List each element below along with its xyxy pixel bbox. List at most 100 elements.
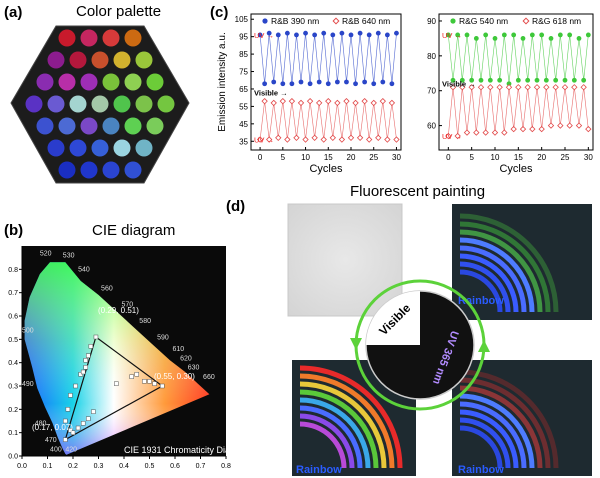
rainbow-bottom-right	[459, 369, 559, 469]
palette-dot	[80, 161, 98, 179]
series-point	[279, 98, 286, 105]
series-point	[459, 84, 466, 91]
cie-y-tick-label: 0.3	[8, 384, 18, 391]
series-point	[561, 84, 569, 91]
series-point	[321, 30, 327, 36]
series-point	[501, 129, 508, 136]
legend-marker	[262, 18, 268, 24]
series-point	[261, 98, 268, 105]
x-axis-label: Cycles	[309, 163, 343, 175]
series-line	[259, 33, 397, 84]
series-point	[505, 84, 513, 91]
cie-data-point	[83, 365, 88, 370]
cie-x-tick-label: 0.2	[68, 463, 78, 470]
series-point	[316, 79, 322, 85]
fluorescent-painting: Rainbow Rainbow Rainbow Visible UV 365 n…	[287, 203, 592, 476]
rainbow-arc	[459, 269, 503, 313]
cie-data-point	[129, 374, 134, 379]
x-tick-label: 10	[301, 153, 310, 162]
cie-x-tick-label: 0.5	[145, 463, 155, 470]
series-point	[454, 132, 461, 140]
rainbow-arc	[299, 421, 347, 469]
rainbow-arc	[299, 373, 395, 469]
rainbow-arc	[459, 261, 511, 313]
y-tick-label: 105	[235, 15, 249, 24]
y-tick-label: 65	[239, 85, 248, 94]
cie-diagram: 0.0 0.1 0.2 0.3 0.4 0.5 0.6 0.7 0.8 0.0 0.1 0.2 0.3 0…	[8, 246, 232, 470]
series-point	[375, 30, 381, 36]
cie-x-tick-label: 0.6	[170, 463, 180, 470]
cie-y-tick-label: 0.6	[8, 314, 18, 321]
cie-gamut-triangle	[64, 336, 164, 441]
cie-wavelength-label: 480	[35, 421, 47, 428]
series-point	[548, 36, 554, 41]
palette-dot	[58, 161, 76, 179]
series-point	[325, 81, 331, 87]
series-point	[289, 81, 295, 87]
cie-data-point	[152, 381, 157, 386]
series-point	[455, 32, 461, 38]
series-point	[320, 136, 327, 143]
y-tick-label: 45	[239, 120, 248, 129]
series-point	[366, 32, 372, 38]
cie-data-point	[75, 425, 81, 431]
legend-marker	[522, 17, 530, 25]
palette-dot	[91, 95, 109, 113]
x-tick-label: 30	[392, 153, 401, 162]
cie-caption: CIE 1931 Chromaticity Diagram	[124, 445, 232, 455]
series-point	[298, 79, 304, 85]
series-point	[356, 134, 364, 141]
cie-x-tick-label: 0.0	[17, 463, 27, 470]
cie-triangle	[63, 334, 165, 442]
x-tick-label: 15	[514, 153, 523, 162]
series-point	[585, 125, 592, 133]
series-point	[511, 32, 517, 38]
x-tick-label: 25	[561, 153, 570, 162]
cie-data-point	[142, 379, 147, 384]
series-point	[334, 79, 340, 85]
series-point	[256, 136, 264, 143]
palette-dot	[146, 73, 164, 91]
palette-dots	[25, 29, 175, 179]
series-point	[347, 134, 355, 141]
cie-x-tick-label: 0.7	[196, 463, 206, 470]
series-point	[288, 98, 296, 105]
cie-data-point	[134, 372, 139, 377]
series-point	[483, 32, 489, 38]
series-point	[280, 81, 286, 87]
series-point	[389, 81, 395, 87]
palette-dot	[47, 51, 65, 69]
series-point	[284, 136, 291, 143]
cie-data-point	[114, 381, 119, 386]
series-point	[519, 125, 527, 133]
series-point	[581, 77, 587, 83]
rainbow-arc	[299, 413, 355, 469]
y-tick-label: 60	[427, 122, 436, 131]
cie-wavelength-label: 520	[40, 250, 52, 257]
rainbow-top-right	[459, 213, 559, 313]
series-point	[357, 30, 363, 36]
series-point	[445, 32, 451, 38]
series-point	[384, 136, 391, 143]
series-line	[259, 101, 397, 140]
palette-dot	[124, 161, 142, 179]
cie-wavelength-label: 540	[78, 267, 90, 274]
series-point	[450, 77, 456, 83]
series-point	[297, 99, 305, 107]
palette-dot	[47, 95, 65, 113]
annotation-green-vertex: (0.29, 0.51)	[98, 306, 139, 315]
palette-dot	[113, 51, 131, 69]
cie-data-point	[73, 383, 78, 389]
cie-wavelength-label: 610	[172, 346, 184, 353]
series-point	[312, 32, 318, 38]
palette-dot	[146, 117, 164, 135]
cycling-charts: 0 5 10 15 20 25 3035455565758595105CyclesEmiss…	[217, 13, 594, 175]
state-annotation: UV →	[254, 31, 274, 40]
x-tick-label: 30	[584, 153, 593, 162]
cie-data-point	[65, 407, 71, 412]
y-tick-label: 70	[427, 87, 436, 96]
cie-wavelength-label: 490	[22, 381, 34, 388]
rainbow-arc	[299, 389, 379, 469]
series-point	[362, 79, 368, 85]
